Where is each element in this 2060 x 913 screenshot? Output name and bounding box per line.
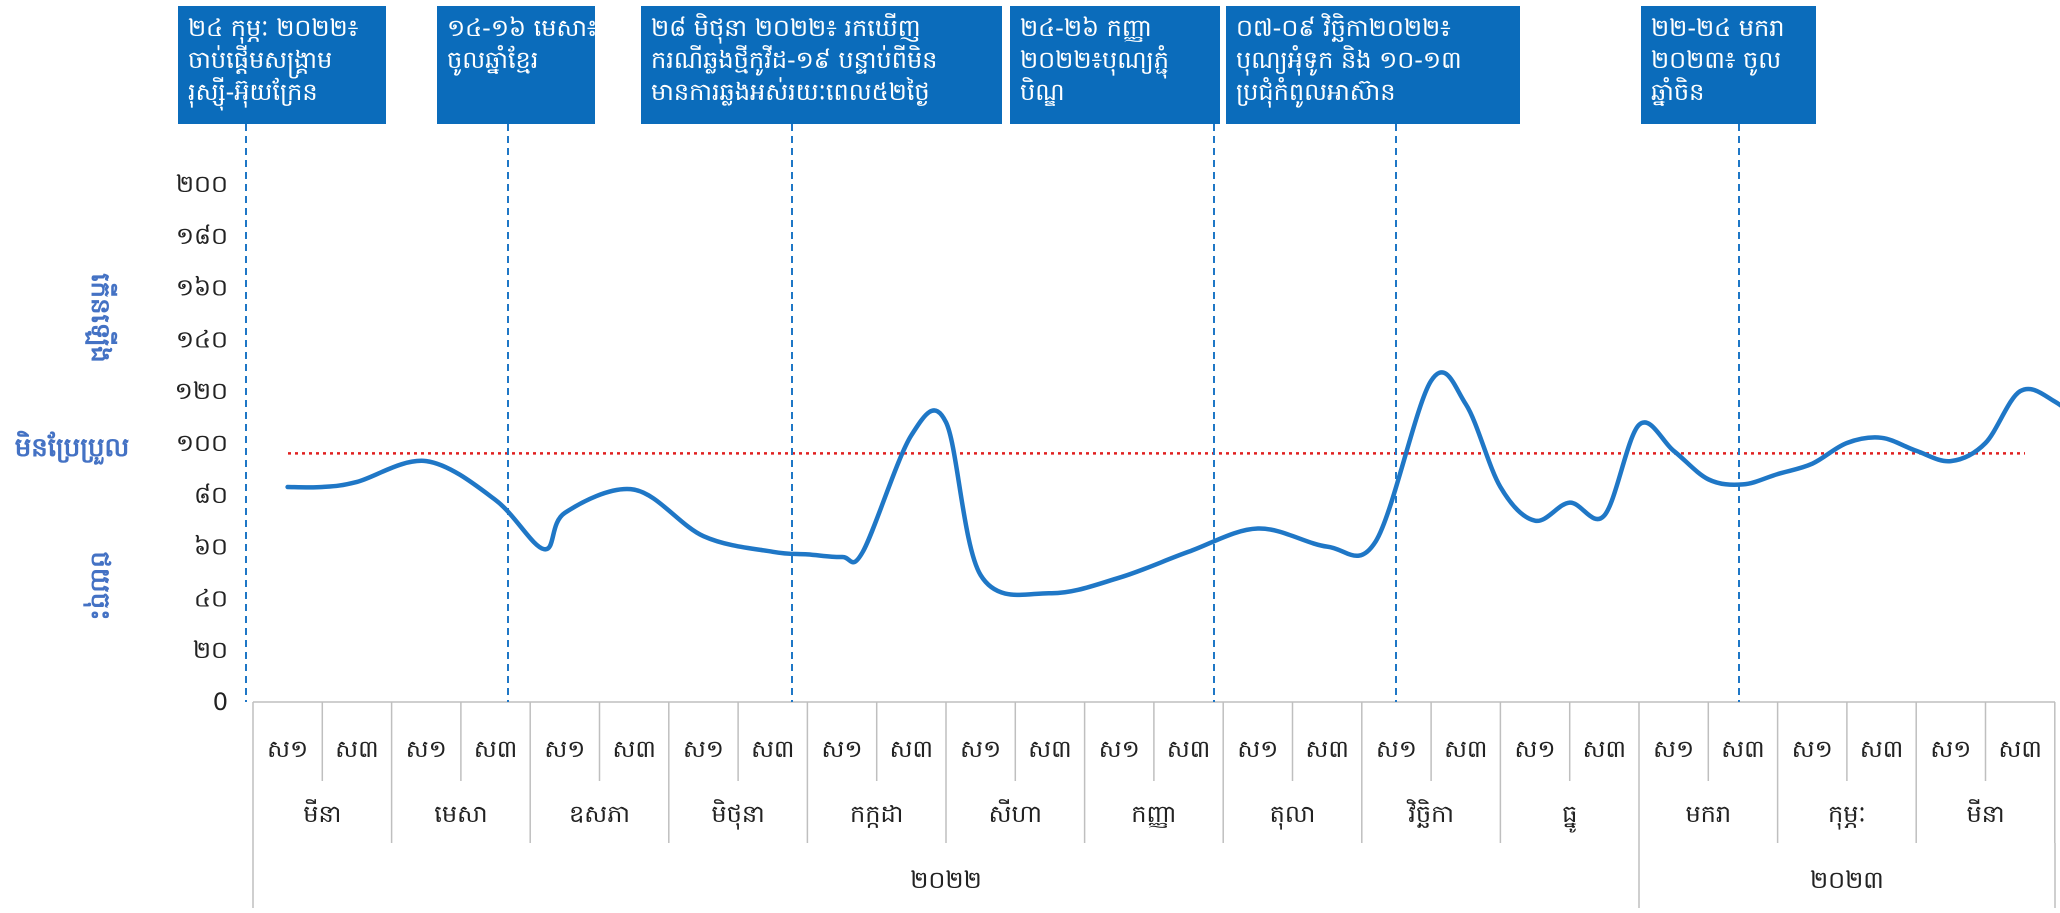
- x-tick-label-period: ស១: [406, 735, 447, 763]
- x-tick-label-period: ស១: [1237, 735, 1278, 763]
- y-tick-label: ១២០: [175, 377, 228, 405]
- event-annotation-text: ១៤-១៦ មេសា៖: [447, 14, 597, 42]
- x-tick-label-period: ស៣: [335, 735, 378, 763]
- x-tick-label-period: ស៣: [1305, 735, 1348, 763]
- x-tick-label-period: ស៣: [474, 735, 517, 763]
- event-annotation-text: ២៤-២៦ កញ្ញា: [1020, 14, 1152, 42]
- y-tick-label: ៦០: [194, 533, 228, 561]
- event-annotation-text: មានការឆ្លងអស់រយៈពេល៥២ថ្ងៃ: [651, 77, 930, 106]
- y-tick-label: ២០: [193, 636, 228, 664]
- x-tick-label-period: ស១: [1376, 735, 1417, 763]
- x-tick-label-month: កញ្ញា: [1131, 800, 1176, 828]
- x-tick-label-period: ស៣: [1998, 735, 2041, 763]
- x-axis: ស១ ស៣ ស១ ស៣ ស១ ស៣ ស១ ស៣ ស១ ស៣ ស១ ស៣ ស១ ស៣ ស១ ស៣ ស១ ស៣ ស១ ស៣…: [252, 701, 2056, 908]
- event-annotation-text: ២៨ មិថុនា ២០២២៖ រកឃើញ: [651, 13, 921, 44]
- event-annotation-text: ០៧-០៩ វិច្ឆិកា២០២២៖: [1236, 13, 1451, 42]
- x-tick-label-month: ធ្នូ: [1562, 800, 1577, 833]
- x-tick-label-period: ស៣: [612, 735, 655, 763]
- series-group: [285, 370, 2060, 598]
- x-tick-label-period: ស៣: [890, 735, 933, 763]
- event-annotation-text: ចូលឆ្នាំខ្មែរ: [447, 45, 538, 76]
- event-annotation-text: ឆ្នាំចិន: [1651, 77, 1704, 106]
- x-tick-label-month: សីហា: [989, 799, 1042, 828]
- x-tick-label-period: ស៣: [1028, 735, 1071, 763]
- x-tick-label-period: ស៣: [1860, 735, 1903, 763]
- y-label-upper: កើនឡើង: [85, 273, 118, 363]
- y-label-middle: មិនប្រែប្រួល: [15, 430, 130, 465]
- event-annotation-text: ចាប់ផ្តើមសង្គ្រាម: [188, 45, 332, 79]
- x-tick-label-period: ស៣: [751, 735, 794, 763]
- y-tick-label: ២០០: [176, 170, 228, 198]
- x-tick-label-period: ស១: [1653, 735, 1694, 763]
- y-tick-label: ៨០: [194, 481, 228, 509]
- series-line: [285, 370, 2060, 598]
- event-markers: ២៤ កុម្ភៈ ២០២២៖ចាប់ផ្តើមសង្គ្រាមរុស្ស៊ី-…: [178, 6, 1816, 702]
- x-tick-label-period: ស៣: [1167, 735, 1210, 763]
- event-annotation-text: ករណីឆ្លងថ្មីកូវីដ-១៩ បន្ទាប់ពីមិន: [651, 45, 937, 76]
- x-tick-label-month: វិច្ឆិកា: [1406, 799, 1454, 828]
- x-tick-label-period: ស១: [960, 735, 1001, 763]
- x-tick-label-year: ២០២២: [910, 866, 981, 894]
- event-annotation-text: ២០២២៖បុណ្យភ្ជុំ: [1020, 45, 1169, 79]
- event-annotation-box: [178, 6, 386, 124]
- x-tick-label-month: មីនា: [1966, 799, 2004, 828]
- event-annotation-box: [641, 6, 1002, 124]
- y-tick-label: ១៦០: [176, 274, 228, 302]
- y-axis-ticks: 0 ២០ ៤០ ៦០ ៨០ ១០០ ១២០ ១៤០ ១៦០ ១៨០ ២០០: [175, 170, 228, 716]
- event-annotation-box: [1641, 6, 1816, 124]
- event-annotation-text: បិណ្ឌ: [1020, 77, 1065, 106]
- event-annotation-box: [1226, 6, 1520, 124]
- x-tick-label-period: ស៣: [1721, 735, 1764, 763]
- event-annotation-text: រុស្ស៊ី-អ៊ុយក្រែន: [188, 77, 318, 111]
- y-tick-label: ១៤០: [176, 325, 228, 353]
- x-tick-label-month: មេសា: [434, 800, 487, 828]
- y-tick-label: ១៨០: [176, 222, 228, 250]
- y-tick-label: ១០០: [176, 429, 228, 457]
- event-annotation-box: [437, 6, 595, 124]
- event-annotation-text: ២២-២៤ មករា: [1651, 14, 1784, 42]
- x-tick-label-period: ស៣: [1444, 735, 1487, 763]
- x-tick-label-period: ស១: [267, 735, 308, 763]
- y-tick-label: 0: [213, 688, 228, 716]
- x-tick-label-period: ស១: [1099, 735, 1140, 763]
- event-annotation-text: ប្រជុំកំពូលអាស៊ាន: [1236, 77, 1396, 108]
- x-tick-label-month: មិថុនា: [711, 799, 764, 830]
- x-tick-label-period: ស១: [822, 735, 863, 763]
- x-tick-label-period: ស១: [1515, 735, 1556, 763]
- x-tick-label-period: ស១: [683, 735, 724, 763]
- x-tick-label-month: កុម្ភៈ: [1828, 800, 1866, 830]
- y-tick-label: ៤០: [194, 584, 228, 612]
- x-tick-label-month: តុលា: [1270, 800, 1316, 830]
- event-annotation-text: ២៤ កុម្ភៈ ២០២២៖: [188, 14, 358, 44]
- y-label-lower: ថយចុះ: [83, 551, 115, 620]
- event-annotation-text: បុណ្យអុំទូក និង ១០-១៣: [1236, 45, 1462, 76]
- x-tick-label-period: ស៣: [1583, 735, 1626, 763]
- x-tick-label-year: ២០២៣: [1810, 866, 1884, 894]
- x-tick-label-period: ស១: [1792, 735, 1833, 763]
- x-tick-label-month: ឧសភា: [569, 800, 630, 828]
- x-tick-label-period: ស១: [1930, 735, 1971, 763]
- x-tick-label-month: កក្កដា: [850, 800, 903, 828]
- x-tick-label-period: ស១: [544, 735, 585, 763]
- x-tick-label-month: មករា: [1685, 800, 1731, 828]
- event-annotation-text: ២០២៣៖ ចូល: [1651, 46, 1781, 76]
- event-annotation-box: [1010, 6, 1220, 124]
- x-tick-label-month: មីនា: [303, 799, 341, 828]
